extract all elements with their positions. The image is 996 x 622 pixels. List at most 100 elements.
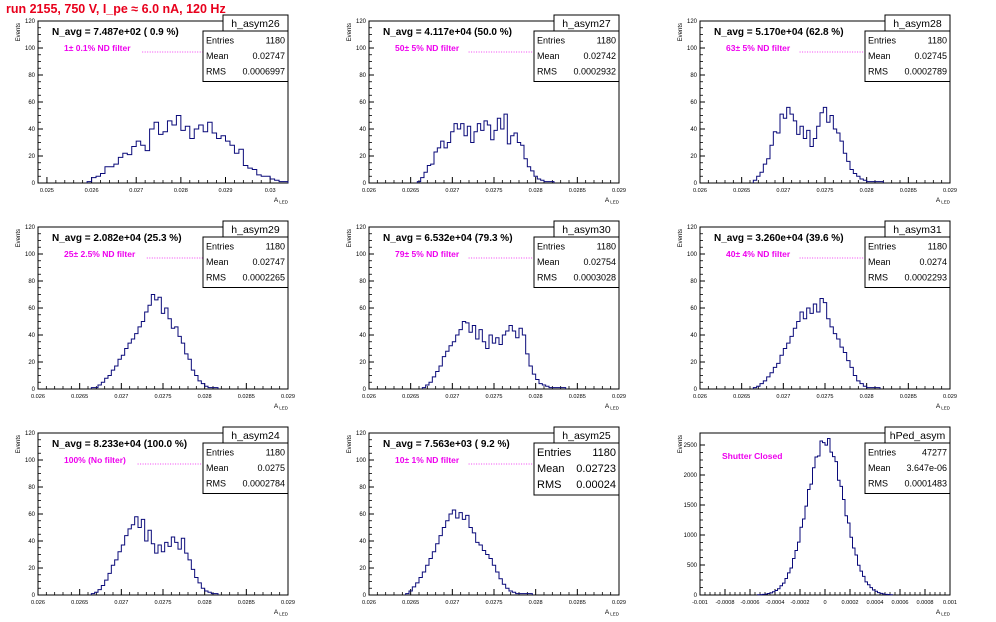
- x-tick-label: 0.027: [114, 394, 128, 400]
- x-tick-label: 0.026: [362, 600, 376, 606]
- y-tick-label: 60: [28, 100, 35, 106]
- stat-value: 47277: [922, 448, 947, 458]
- x-tick-label: 0.0265: [733, 188, 750, 194]
- filter-annotation: 1± 0.1% ND filter: [64, 43, 131, 53]
- x-tick-label: 0.0285: [900, 394, 917, 400]
- x-tick-label: 0.0285: [569, 188, 586, 194]
- x-tick-label: 0.0275: [485, 188, 502, 194]
- x-tick-label: 0.0008: [916, 600, 933, 606]
- y-axis-label: Events: [16, 229, 22, 247]
- x-tick-label: 0.0265: [402, 394, 419, 400]
- histogram-title: h_asym24: [231, 430, 280, 442]
- x-tick-label: 0.0285: [900, 188, 917, 194]
- n-avg-label: N_avg = 8.233e+04 (100.0 %): [52, 439, 187, 450]
- x-tick-label: 0.0285: [569, 600, 586, 606]
- filter-annotation: 79± 5% ND filter: [395, 249, 460, 259]
- y-tick-label: 120: [356, 431, 367, 437]
- x-tick-label: 0.0265: [402, 600, 419, 606]
- stats-box: [864, 442, 951, 494]
- stat-label: Mean: [537, 257, 560, 267]
- page-title: run 2155, 750 V, I_pe ≈ 6.0 nA, 120 Hz: [6, 2, 226, 16]
- y-tick-label: 40: [690, 127, 697, 133]
- y-tick-label: 40: [359, 333, 366, 339]
- x-tick-label: 0.0275: [485, 394, 502, 400]
- x-tick-label: 0.0265: [71, 600, 88, 606]
- x-tick-label: 0.029: [943, 188, 957, 194]
- stat-value: 1180: [597, 36, 616, 46]
- filter-annotation: 63± 5% ND filter: [726, 43, 791, 53]
- y-tick-label: 1500: [684, 503, 698, 509]
- y-tick-label: 80: [359, 485, 366, 491]
- histogram-title: hPed_asym: [890, 430, 946, 442]
- stat-label: Mean: [206, 51, 229, 61]
- y-tick-label: 100: [687, 252, 698, 258]
- stat-label: Entries: [868, 242, 897, 252]
- x-tick-label: -0.0006: [741, 600, 760, 606]
- x-tick-label: 0.029: [612, 600, 626, 606]
- histogram-panel-h_asym24: 0 20 40 60 80 100 120 0.026 0.0265 0.027 0.0275 0.0…: [16, 426, 295, 617]
- x-tick-label: 0.0265: [71, 394, 88, 400]
- y-tick-label: 0: [694, 181, 698, 187]
- y-tick-label: 40: [28, 539, 35, 545]
- x-tick-label: 0.029: [612, 394, 626, 400]
- x-tick-label: 0.027: [114, 600, 128, 606]
- stat-value: 1180: [266, 242, 285, 252]
- filter-annotation: 50± 5% ND filter: [395, 43, 460, 53]
- histogram-series: [416, 113, 555, 183]
- x-tick-label: 0: [823, 600, 826, 606]
- x-axis-label: ALED: [274, 403, 289, 411]
- y-tick-label: 120: [687, 225, 698, 231]
- stat-label: Mean: [868, 463, 891, 473]
- stat-label: Entries: [206, 242, 235, 252]
- histogram-panel-h_asym26: 0 20 40 60 80 100 120 0.025 0.026 0.027 0.028 0.029…: [16, 14, 289, 205]
- stat-value: 0.02745: [914, 51, 947, 61]
- stat-label: Mean: [868, 51, 891, 61]
- stat-label: RMS: [537, 67, 557, 77]
- y-tick-label: 1000: [684, 533, 698, 539]
- y-tick-label: 100: [25, 252, 36, 258]
- x-tick-label: 0.029: [612, 188, 626, 194]
- filter-annotation: 25± 2.5% ND filter: [64, 249, 136, 259]
- histogram-series: [86, 115, 289, 183]
- x-tick-label: 0.0265: [733, 394, 750, 400]
- stat-label: Entries: [537, 36, 566, 46]
- stat-value: 1180: [266, 448, 285, 458]
- y-tick-label: 20: [359, 360, 366, 366]
- x-tick-label: 0.028: [198, 394, 212, 400]
- filter-annotation: 40± 4% ND filter: [726, 249, 791, 259]
- x-tick-label: 0.029: [943, 394, 957, 400]
- x-axis-label: ALED: [936, 197, 951, 205]
- y-axis-label: Events: [678, 229, 684, 247]
- x-tick-label: 0.0285: [238, 394, 255, 400]
- x-tick-label: 0.0275: [485, 600, 502, 606]
- x-tick-label: 0.03: [265, 188, 276, 194]
- x-tick-label: -0.001: [692, 600, 708, 606]
- histogram-series: [90, 294, 219, 389]
- x-tick-label: 0.0285: [238, 600, 255, 606]
- x-tick-label: -0.0008: [716, 600, 735, 606]
- y-tick-label: 40: [690, 333, 697, 339]
- stat-label: RMS: [206, 67, 226, 77]
- y-tick-label: 60: [359, 306, 366, 312]
- histogram-panel-h_asym31: 0 20 40 60 80 100 120 0.026 0.0265 0.027 0.0275 0.0…: [678, 220, 957, 411]
- x-tick-label: -0.0002: [791, 600, 810, 606]
- y-tick-label: 100: [25, 46, 36, 52]
- y-tick-label: 120: [687, 19, 698, 25]
- y-tick-label: 0: [694, 387, 698, 393]
- histogram-panel-h_asym28: 0 20 40 60 80 100 120 0.026 0.0265 0.027 0.0275 0.0…: [678, 14, 957, 205]
- x-tick-label: 0.029: [281, 394, 295, 400]
- y-tick-label: 0: [694, 593, 698, 599]
- y-tick-label: 0: [363, 181, 367, 187]
- y-tick-label: 120: [25, 225, 36, 231]
- x-axis-label: ALED: [274, 609, 289, 617]
- y-tick-label: 80: [359, 279, 366, 285]
- x-tick-label: 0.028: [174, 188, 188, 194]
- x-tick-label: 0.027: [776, 394, 790, 400]
- y-tick-label: 2000: [684, 473, 698, 479]
- stat-value: 0.02747: [252, 51, 285, 61]
- y-tick-label: 80: [28, 73, 35, 79]
- y-tick-label: 80: [28, 485, 35, 491]
- y-tick-label: 100: [356, 458, 367, 464]
- x-tick-label: 0.028: [198, 600, 212, 606]
- stat-value: 3.647e-06: [906, 463, 947, 473]
